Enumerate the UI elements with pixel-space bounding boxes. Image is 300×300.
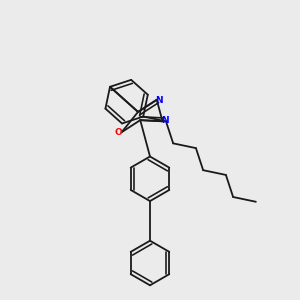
Text: N: N <box>161 116 169 125</box>
Text: N: N <box>155 96 163 105</box>
Text: O: O <box>115 128 122 137</box>
